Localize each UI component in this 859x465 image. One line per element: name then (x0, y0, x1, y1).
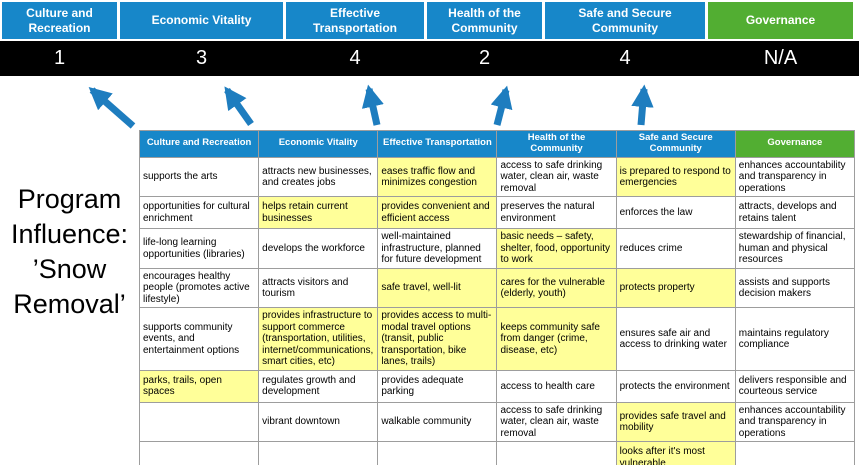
category-score-2: 4 (349, 47, 361, 69)
category-box-0: Culture and Recreation (2, 2, 117, 39)
table-cell-r3-c3: cares for the vulnerable (elderly, youth… (496, 267, 617, 309)
table-cell-r0-c5: enhances accountability and transparency… (734, 156, 856, 198)
table-cell-r4-c2: provides access to multi-modal travel op… (377, 307, 498, 371)
table-cell-r7-c1 (258, 441, 379, 465)
table-cell-r2-c5: stewardship of financial, human and phys… (734, 228, 856, 269)
category-box-1: Economic Vitality (120, 2, 283, 39)
table-cell-r0-c2: eases traffic flow and minimizes congest… (377, 156, 498, 198)
table-cell-r4-c0: supports community events, and entertain… (138, 307, 260, 371)
table-cell-r6-c2: walkable community (377, 401, 498, 443)
table-row-2: life-long learning opportunities (librar… (138, 228, 856, 269)
table-cell-r1-c5: attracts, develops and retains talent (734, 196, 856, 230)
table-cell-r5-c5: delivers responsible and courteous servi… (734, 369, 856, 403)
table-col-header-2: Effective Transportation (377, 130, 498, 158)
table-cell-r0-c4: is prepared to respond to emergencies (615, 156, 736, 198)
table-cell-r3-c1: attracts visitors and tourism (258, 267, 379, 309)
table-row-3: encourages healthy people (promotes acti… (138, 267, 856, 309)
table-cell-r7-c0 (138, 441, 260, 465)
table-cell-r6-c3: access to safe drinking water, clean air… (496, 401, 617, 443)
table-col-header-3: Health of the Community (496, 130, 617, 158)
influence-arrows (88, 84, 654, 129)
table-cell-r2-c4: reduces crime (615, 228, 736, 269)
table-col-header-5: Governance (734, 130, 856, 158)
table-cell-r2-c2: well-maintained infrastructure, planned … (377, 228, 498, 269)
table-cell-r2-c0: life-long learning opportunities (librar… (138, 228, 260, 269)
table-cell-r1-c0: opportunities for cultural enrichment (138, 196, 260, 230)
table-cell-r2-c3: basic needs – safety, shelter, food, opp… (496, 228, 617, 269)
table-cell-r5-c2: provides adequate parking (377, 369, 498, 403)
table-cell-r5-c4: protects the environment (615, 369, 736, 403)
table-cell-r5-c0: parks, trails, open spaces (138, 369, 260, 403)
category-box-3: Health of the Community (427, 2, 542, 39)
category-header-row: Culture and Recreation Economic Vitality E… (2, 2, 857, 39)
table-cell-r6-c0 (138, 401, 260, 443)
table-row-5: parks, trails, open spaces regulates grow… (138, 369, 856, 403)
table-cell-r7-c4: looks after it's most vulnerable (615, 441, 736, 465)
table-cell-r5-c3: access to health care (496, 369, 617, 403)
table-header-row: Culture and Recreation Economic Vitality E… (138, 130, 856, 158)
table-cell-r4-c4: ensures safe air and access to drinking … (615, 307, 736, 371)
table-cell-r7-c5 (734, 441, 856, 465)
table-cell-r5-c1: regulates growth and development (258, 369, 379, 403)
table-row-1: opportunities for cultural enrichment hel… (138, 196, 856, 230)
category-score-3: 2 (478, 47, 491, 69)
table-row-7: looks after it's most vulnerable (138, 441, 856, 465)
table-cell-r0-c3: access to safe drinking water, clean air… (496, 156, 617, 198)
table-cell-r4-c5: maintains regulatory compliance (734, 307, 856, 371)
category-box-4: Safe and Secure Community (545, 2, 705, 39)
arrow-up-icon-economic (224, 86, 254, 127)
table-cell-r1-c1: helps retain current businesses (258, 196, 379, 230)
category-box-2: Effective Transportation (286, 2, 424, 39)
table-cell-r3-c2: safe travel, well-lit (377, 267, 498, 309)
table-cell-r3-c4: protects property (615, 267, 736, 309)
category-box-5: Governance (708, 2, 853, 39)
category-score-0: 1 (53, 47, 66, 69)
arrow-up-icon-health (490, 85, 513, 126)
table-col-header-0: Culture and Recreation (138, 130, 260, 158)
arrow-up-icon-safe (631, 84, 654, 126)
arrow-up-icon-transportation (361, 84, 384, 126)
table-cell-r0-c1: attracts new businesses, and creates job… (258, 156, 379, 198)
table-col-header-4: Safe and Secure Community (615, 130, 736, 158)
table-cell-r1-c4: enforces the law (615, 196, 736, 230)
table-cell-r6-c1: vibrant downtown (258, 401, 379, 443)
table-cell-r3-c0: encourages healthy people (promotes acti… (138, 267, 260, 309)
category-score-1: 3 (195, 47, 208, 69)
table-cell-r1-c2: provides convenient and efficient access (377, 196, 498, 230)
category-score-5: N/A (763, 47, 798, 69)
table-col-header-1: Economic Vitality (258, 130, 379, 158)
table-row-4: supports community events, and entertain… (138, 307, 856, 371)
score-bar: 1 3 4 2 4 N/A (0, 41, 859, 76)
table-cell-r6-c4: provides safe travel and mobility (615, 401, 736, 443)
page-title: Program Influence: ’Snow Removal’ (10, 184, 129, 320)
table-row-0: supports the arts attracts new businesses… (138, 156, 856, 198)
table-cell-r3-c5: assists and supports decision makers (734, 267, 856, 309)
influence-table: Culture and Recreation Economic Vitality E… (138, 130, 856, 465)
table-body: supports the arts attracts new businesses… (138, 156, 856, 465)
table-cell-r4-c3: keeps community safe from danger (crime,… (496, 307, 617, 371)
table-cell-r7-c2 (377, 441, 498, 465)
table-row-6: vibrant downtown walkable community access… (138, 401, 856, 443)
table-cell-r2-c1: develops the workforce (258, 228, 379, 269)
arrow-up-icon-culture (88, 87, 136, 129)
category-score-4: 4 (619, 47, 631, 69)
table-cell-r0-c0: supports the arts (138, 156, 260, 198)
table-cell-r4-c1: provides infrastructure to support comme… (258, 307, 379, 371)
score-row: 1 3 4 2 4 N/A (2, 41, 857, 76)
table-cell-r1-c3: preserves the natural environment (496, 196, 617, 230)
table-cell-r7-c3 (496, 441, 617, 465)
table-cell-r6-c5: enhances accountability and transparency… (734, 401, 856, 443)
